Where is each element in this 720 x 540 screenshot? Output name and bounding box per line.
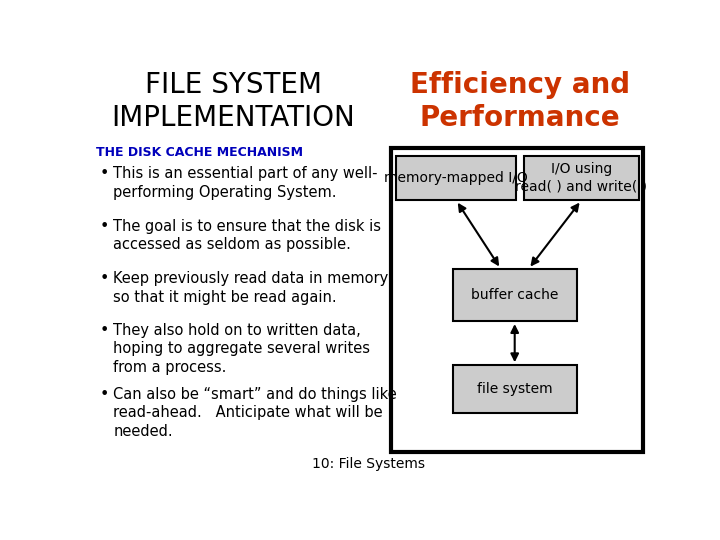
Text: THE DISK CACHE MECHANISM: THE DISK CACHE MECHANISM [96, 146, 303, 159]
Text: buffer cache: buffer cache [471, 288, 559, 302]
Text: This is an essential part of any well-
performing Operating System.: This is an essential part of any well- p… [113, 166, 378, 200]
Bar [396, 156, 516, 200]
Text: file system: file system [477, 382, 552, 396]
Bar [453, 365, 577, 413]
Text: They also hold on to written data,
hoping to aggregate several writes
from a pro: They also hold on to written data, hopin… [113, 323, 370, 375]
Bar [391, 148, 642, 452]
Text: •: • [99, 323, 109, 338]
Text: 10: File Systems: 10: File Systems [312, 457, 426, 471]
Bar [524, 156, 639, 200]
Text: •: • [99, 387, 109, 402]
Text: Efficiency and
Performance: Efficiency and Performance [410, 71, 630, 132]
Text: Can also be “smart” and do things like
read-ahead.   Anticipate what will be
nee: Can also be “smart” and do things like r… [113, 387, 397, 439]
Bar [453, 269, 577, 321]
Text: The goal is to ensure that the disk is
accessed as seldom as possible.: The goal is to ensure that the disk is a… [113, 219, 382, 252]
Text: •: • [99, 219, 109, 234]
Text: •: • [99, 166, 109, 181]
Text: Keep previously read data in memory
so that it might be read again.: Keep previously read data in memory so t… [113, 271, 389, 305]
Text: I/O using
read( ) and write( ): I/O using read( ) and write( ) [516, 162, 647, 194]
Text: memory-mapped I/O: memory-mapped I/O [384, 171, 528, 185]
Text: •: • [99, 271, 109, 286]
Text: FILE SYSTEM
IMPLEMENTATION: FILE SYSTEM IMPLEMENTATION [112, 71, 355, 132]
